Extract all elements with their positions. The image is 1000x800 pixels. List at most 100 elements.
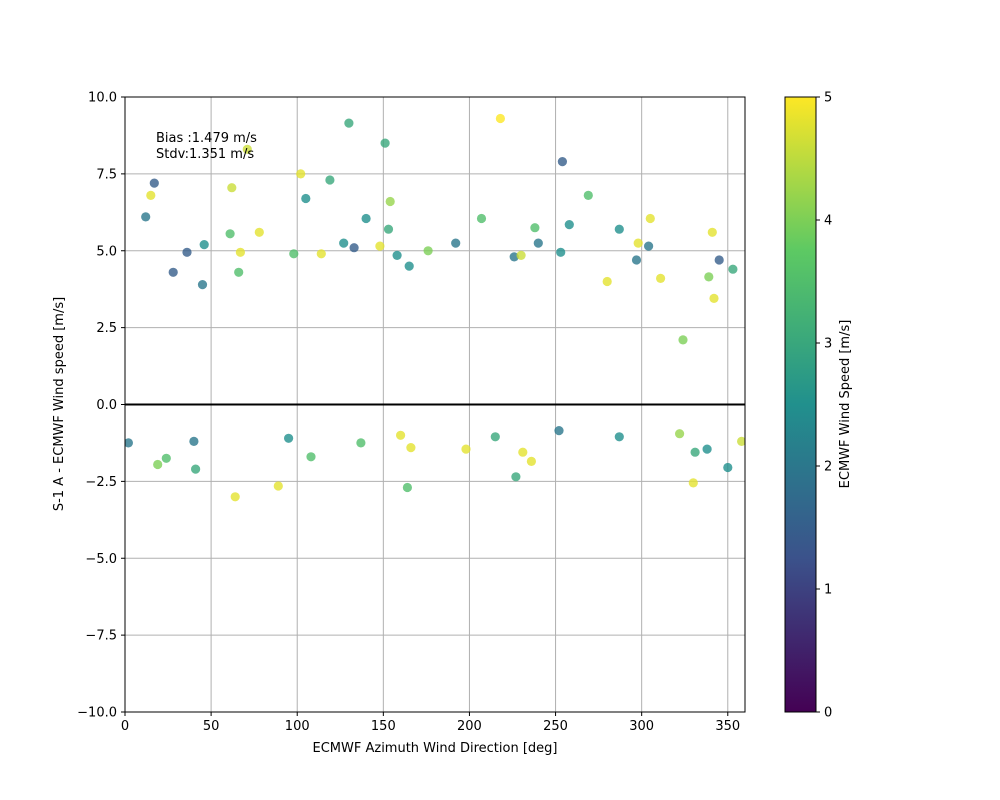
data-point: [554, 426, 564, 436]
colorbar-tick-label: 2: [824, 460, 832, 475]
data-point: [702, 444, 712, 454]
data-point: [316, 249, 326, 259]
data-point: [375, 241, 385, 251]
data-point: [402, 482, 412, 493]
data-point: [511, 472, 521, 482]
data-point: [564, 220, 574, 230]
data-point: [191, 464, 201, 474]
colorbar-tick-label: 5: [824, 91, 832, 106]
data-point: [723, 462, 733, 473]
data-point: [254, 227, 264, 237]
data-point: [361, 213, 371, 224]
bias-annotation: Bias :1.479 m/s: [156, 131, 257, 146]
data-point: [273, 481, 283, 491]
data-point: [404, 261, 414, 271]
data-point: [707, 227, 717, 237]
x-tick-label: 200: [457, 719, 482, 734]
data-point: [533, 238, 543, 248]
y-tick-label: 2.5: [96, 321, 117, 336]
data-point: [301, 193, 311, 204]
y-axis-label: S-1 A - ECMWF Wind speed [m/s]: [52, 297, 67, 511]
data-point: [583, 190, 593, 200]
colorbar: 0 1 2 3 4 5 ECMWF Wind Speed [m/s]: [784, 91, 853, 721]
data-point: [325, 175, 335, 185]
data-point: [284, 433, 294, 443]
data-point: [189, 436, 199, 446]
data-point: [392, 250, 402, 260]
data-point: [182, 247, 192, 257]
x-axis-ticks: 0 50 100 150 200 250 300 350: [121, 712, 740, 734]
data-points: [125, 113, 745, 502]
x-tick-label: 300: [629, 719, 654, 734]
data-point: [656, 273, 666, 283]
data-point: [146, 190, 156, 200]
data-point: [675, 429, 685, 439]
data-point: [688, 478, 698, 488]
y-tick-label: 5.0: [96, 244, 117, 259]
data-point: [385, 196, 395, 207]
x-axis-label: ECMWF Azimuth Wind Direction [deg]: [313, 741, 558, 756]
y-axis-ticks: −10.0 −7.5 −5.0 −2.5 0.0 2.5 5.0 7.5 10.0: [77, 91, 125, 721]
data-point: [296, 169, 306, 179]
data-point: [557, 157, 568, 167]
data-point: [602, 276, 612, 287]
data-point: [380, 138, 390, 148]
data-point: [306, 452, 316, 462]
data-point: [423, 246, 433, 256]
data-point: [149, 178, 159, 188]
data-point: [495, 113, 505, 124]
data-point: [383, 224, 394, 234]
data-point: [230, 492, 240, 502]
data-point: [235, 247, 245, 257]
data-point: [225, 229, 235, 239]
data-point: [631, 255, 642, 265]
data-point: [344, 118, 354, 128]
y-tick-label: −2.5: [85, 475, 117, 490]
data-point: [451, 238, 461, 248]
data-point: [396, 430, 406, 440]
data-point: [197, 280, 208, 290]
data-point: [289, 249, 299, 259]
data-point: [678, 335, 688, 345]
data-point: [153, 459, 163, 470]
stdv-annotation: Stdv:1.351 m/s: [156, 147, 254, 162]
data-point: [490, 432, 500, 442]
y-tick-label: −7.5: [85, 629, 117, 644]
data-point: [614, 432, 624, 442]
colorbar-ticks: 0 1 2 3 4 5: [816, 91, 832, 721]
data-point: [530, 223, 540, 233]
data-point: [645, 213, 655, 224]
x-tick-label: 150: [371, 719, 396, 734]
data-point: [644, 241, 654, 251]
data-point: [728, 264, 738, 274]
x-tick-label: 50: [203, 719, 220, 734]
data-point: [509, 252, 519, 262]
data-point: [714, 255, 724, 265]
data-point: [199, 240, 209, 250]
data-point: [690, 447, 700, 457]
x-tick-label: 250: [543, 719, 568, 734]
data-point: [461, 444, 471, 454]
data-point: [125, 438, 133, 448]
data-point: [526, 456, 537, 466]
data-point: [356, 438, 366, 448]
data-point: [476, 213, 487, 224]
data-point: [168, 267, 178, 277]
colorbar-tick-label: 0: [824, 706, 832, 721]
data-point: [516, 250, 526, 260]
data-point: [161, 453, 171, 463]
data-point: [704, 272, 714, 282]
data-point: [737, 436, 745, 446]
data-point: [339, 238, 349, 248]
data-point: [614, 224, 624, 234]
colorbar-tick-label: 3: [824, 337, 832, 352]
data-point: [227, 183, 237, 193]
colorbar-label: ECMWF Wind Speed [m/s]: [838, 320, 853, 489]
colorbar-tick-label: 4: [824, 214, 832, 229]
data-point: [633, 238, 643, 248]
data-point: [349, 243, 359, 253]
data-point: [709, 293, 719, 303]
data-point: [242, 144, 252, 154]
x-tick-label: 0: [121, 719, 129, 734]
